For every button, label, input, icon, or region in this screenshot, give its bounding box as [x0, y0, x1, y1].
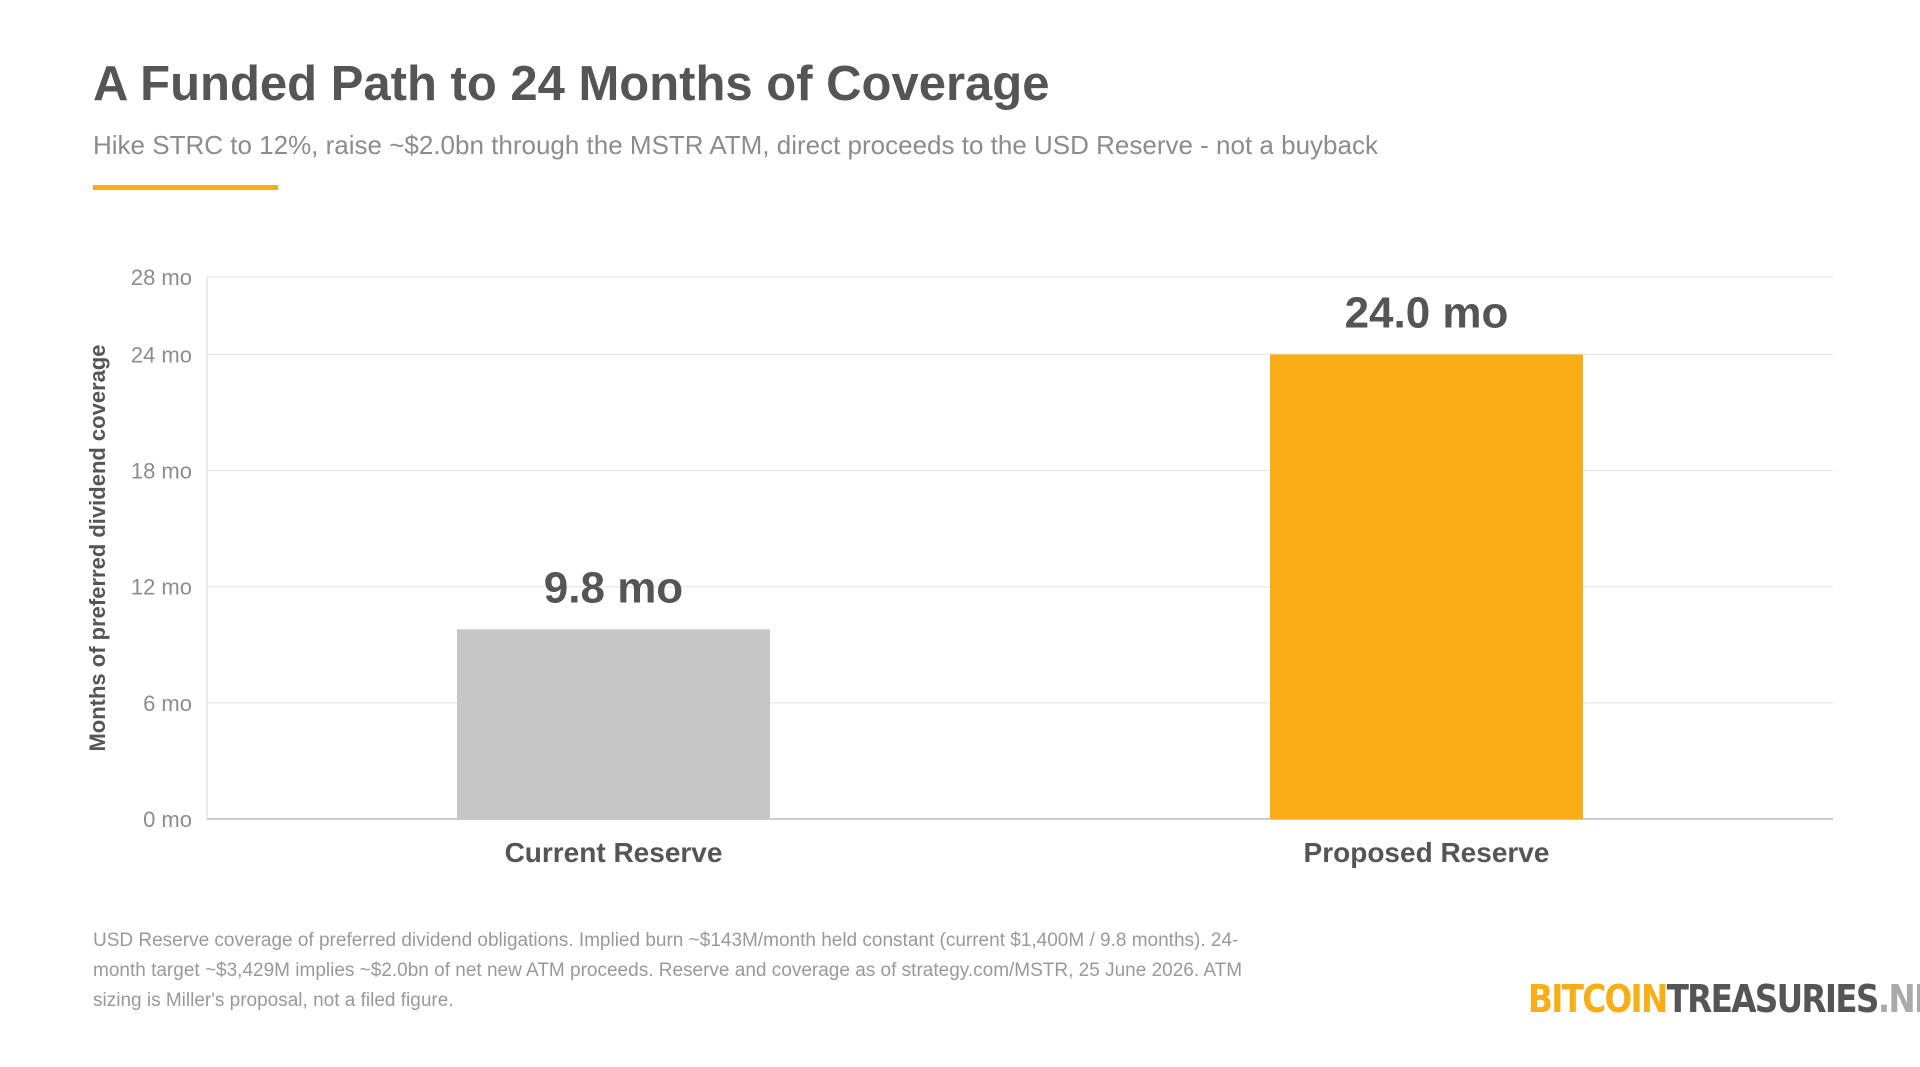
y-tick-label: 6 mo	[143, 691, 192, 716]
y-tick-label: 18 mo	[131, 459, 192, 484]
chart-title: A Funded Path to 24 Months of Coverage	[93, 57, 1050, 111]
bitcointreasuries-logo: BITCOINTREASURIES.NET	[1528, 977, 1920, 1021]
y-tick-label: 0 mo	[143, 807, 192, 832]
x-category-label: Current Reserve	[505, 837, 723, 868]
footnote: USD Reserve coverage of preferred divide…	[93, 930, 1243, 1011]
logo-part-net: .NET	[1877, 977, 1920, 1021]
accent-divider	[93, 185, 278, 190]
bar-chart: 0 mo 6 mo 12 mo 18 mo 24 mo 28 mo Months of pr…	[85, 265, 1833, 868]
y-axis-label: Months of preferred dividend coverage	[85, 344, 110, 751]
data-label: 24.0 mo	[1345, 288, 1509, 337]
y-tick-label: 12 mo	[131, 575, 192, 600]
y-tick-label: 24 mo	[131, 342, 192, 367]
data-label: 9.8 mo	[544, 563, 683, 612]
bar-current-reserve	[457, 629, 770, 819]
y-tick-label: 28 mo	[131, 265, 192, 290]
logo-part-treasuries: TREASURIES	[1666, 977, 1880, 1021]
chart-subtitle: Hike STRC to 12%, raise ~$2.0bn through …	[93, 130, 1378, 160]
x-category-label: Proposed Reserve	[1304, 837, 1550, 868]
logo-part-bitcoin: BITCOIN	[1528, 977, 1668, 1021]
bar-proposed-reserve	[1270, 354, 1583, 819]
